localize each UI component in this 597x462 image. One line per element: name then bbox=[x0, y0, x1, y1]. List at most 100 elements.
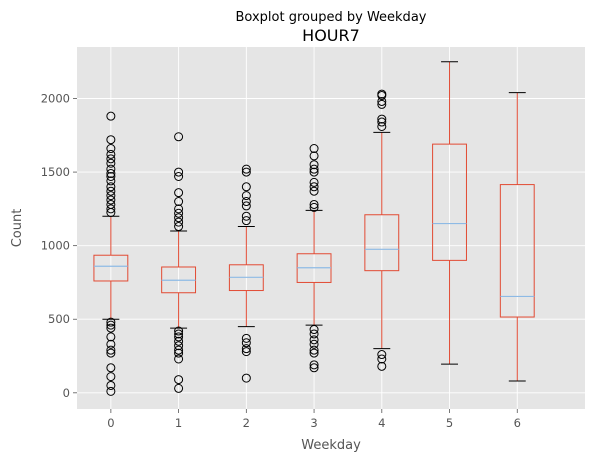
x-axis-label: Weekday bbox=[301, 438, 361, 453]
x-tick-label: 3 bbox=[310, 416, 317, 430]
flier-point bbox=[241, 191, 251, 201]
flier-point bbox=[241, 344, 251, 354]
flier-point bbox=[309, 199, 319, 209]
flier-point bbox=[309, 345, 319, 355]
flier-point bbox=[106, 164, 116, 174]
x-tick-label: 6 bbox=[514, 416, 521, 430]
flier-point bbox=[377, 354, 387, 364]
flier-point bbox=[106, 171, 116, 181]
chart-title: HOUR7 bbox=[302, 26, 360, 45]
flier-point bbox=[377, 96, 387, 106]
flier-point bbox=[106, 154, 116, 164]
flier-point bbox=[106, 363, 116, 373]
flier-point bbox=[241, 201, 251, 211]
flier-point bbox=[106, 182, 116, 192]
flier-point bbox=[377, 361, 387, 371]
chart-suptitle: Boxplot grouped by Weekday bbox=[236, 10, 427, 25]
flier-point bbox=[174, 354, 184, 364]
flier-point bbox=[377, 91, 387, 101]
flier-point bbox=[309, 167, 319, 177]
flier-point bbox=[106, 345, 116, 355]
y-tick-label: 1000 bbox=[41, 239, 70, 253]
x-tick-label: 4 bbox=[378, 416, 385, 430]
flier-point bbox=[106, 204, 116, 214]
flier-point bbox=[174, 336, 184, 346]
flier-point bbox=[174, 329, 184, 339]
flier-point bbox=[174, 383, 184, 393]
y-tick-label: 500 bbox=[48, 312, 70, 326]
flier-point bbox=[106, 380, 116, 390]
flier-point bbox=[241, 164, 251, 174]
flier-point bbox=[106, 386, 116, 396]
flier-point bbox=[174, 217, 184, 227]
flier-point bbox=[174, 332, 184, 342]
flier-point bbox=[241, 211, 251, 221]
plot-area bbox=[77, 47, 585, 409]
flier-point bbox=[309, 182, 319, 192]
flier-point bbox=[106, 195, 116, 205]
flier-point bbox=[174, 204, 184, 214]
flier-point bbox=[377, 117, 387, 127]
flier-point bbox=[106, 149, 116, 159]
flier-point bbox=[174, 167, 184, 177]
flier-point bbox=[174, 375, 184, 385]
flier-point bbox=[309, 335, 319, 345]
fliers bbox=[106, 89, 387, 396]
flier-point bbox=[106, 135, 116, 145]
flier-point bbox=[106, 111, 116, 121]
flier-point bbox=[241, 333, 251, 343]
box-iqr bbox=[499, 184, 535, 318]
flier-point bbox=[309, 164, 319, 174]
y-axis-label: Count bbox=[10, 209, 25, 248]
flier-point bbox=[106, 176, 116, 186]
flier-point bbox=[106, 323, 116, 333]
flier-point bbox=[309, 339, 319, 349]
flier-point bbox=[377, 99, 387, 109]
flier-point bbox=[309, 160, 319, 170]
flier-point bbox=[106, 158, 116, 168]
flier-point bbox=[309, 177, 319, 187]
flier-point bbox=[106, 372, 116, 382]
flier-point bbox=[174, 208, 184, 218]
flier-point bbox=[241, 216, 251, 226]
flier-point bbox=[174, 341, 184, 351]
flier-point bbox=[106, 339, 116, 349]
flier-point bbox=[309, 144, 319, 154]
x-tick-label: 1 bbox=[175, 416, 182, 430]
y-tick-label: 1500 bbox=[41, 165, 70, 179]
x-tick-label: 0 bbox=[107, 416, 114, 430]
flier-point bbox=[106, 320, 116, 330]
flier-point bbox=[106, 208, 116, 218]
flier-point bbox=[174, 213, 184, 223]
flier-point bbox=[309, 363, 319, 373]
flier-point bbox=[309, 329, 319, 339]
tick-labels: 0 500 1000 1500 2000 0 1 2 3 4 5 6 bbox=[41, 92, 521, 430]
flier-point bbox=[377, 350, 387, 360]
flier-point bbox=[309, 360, 319, 370]
flier-point bbox=[241, 373, 251, 383]
flier-point bbox=[106, 317, 116, 327]
flier-point bbox=[106, 186, 116, 196]
flier-point bbox=[174, 132, 184, 142]
box-iqr bbox=[364, 214, 400, 272]
box-iqr bbox=[432, 143, 467, 261]
flier-point bbox=[309, 186, 319, 196]
flier-point bbox=[309, 348, 319, 358]
flier-point bbox=[106, 169, 116, 179]
boxes bbox=[93, 61, 535, 382]
flier-point bbox=[241, 197, 251, 207]
flier-point bbox=[377, 114, 387, 124]
flier-point bbox=[174, 188, 184, 198]
flier-point bbox=[174, 345, 184, 355]
flier-point bbox=[106, 348, 116, 358]
flier-point bbox=[309, 202, 319, 212]
flier-point bbox=[174, 348, 184, 358]
y-tick-label: 0 bbox=[63, 386, 70, 400]
x-tick-label: 2 bbox=[243, 416, 250, 430]
flier-point bbox=[241, 182, 251, 192]
flier-point bbox=[309, 151, 319, 161]
flier-point bbox=[174, 171, 184, 181]
flier-point bbox=[241, 338, 251, 348]
flier-point bbox=[174, 326, 184, 336]
